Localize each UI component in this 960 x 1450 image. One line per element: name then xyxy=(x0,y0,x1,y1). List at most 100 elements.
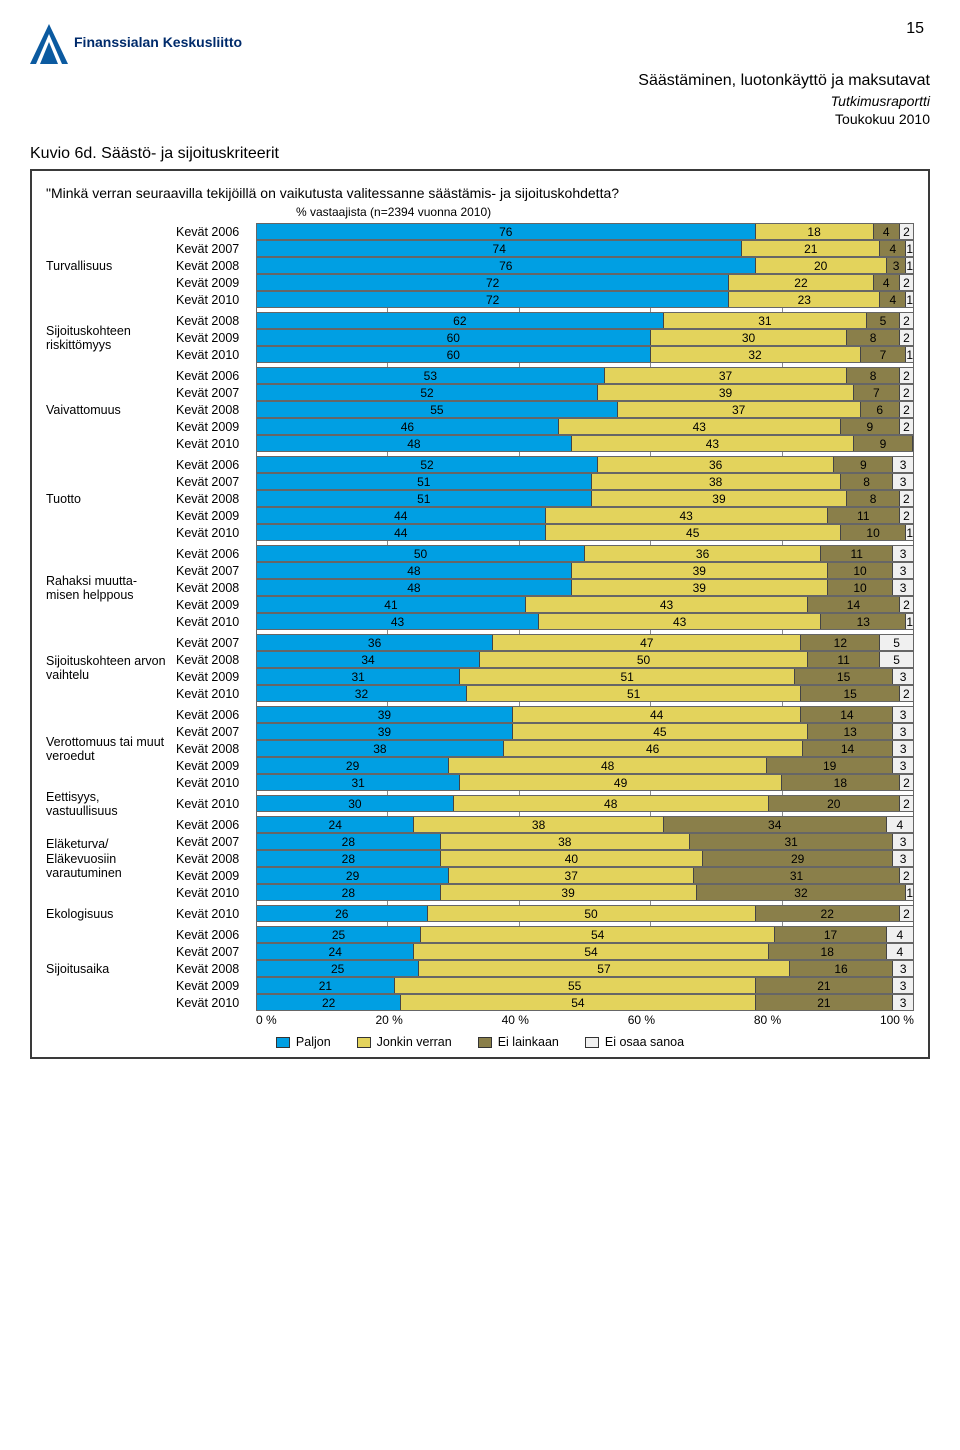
bar-row: 3450115 xyxy=(256,651,914,668)
bar-segment: 48 xyxy=(449,758,767,773)
bar-segment: 6 xyxy=(861,402,900,417)
bar-row: 2839321 xyxy=(256,884,914,901)
year-label: Kevät 2008 xyxy=(176,312,256,329)
bar-segment: 3 xyxy=(893,995,913,1010)
figure-heading: Kuvio 6d. Säästö- ja sijoituskriteerit xyxy=(30,145,930,163)
bar-segment: 45 xyxy=(546,525,841,540)
year-label: Kevät 2009 xyxy=(176,757,256,774)
bar-segment: 60 xyxy=(257,330,651,345)
bar-segment: 14 xyxy=(808,597,900,612)
bar-segment: 2 xyxy=(900,224,913,239)
bar-row: 3647125 xyxy=(256,634,914,651)
legend-item: Jonkin verran xyxy=(357,1035,452,1049)
bar-segment: 28 xyxy=(257,851,441,866)
bar-row: 3149182 xyxy=(256,774,914,791)
bar-segment: 43 xyxy=(559,419,841,434)
x-tick-label: 80 % xyxy=(754,1013,781,1027)
bar-segment: 39 xyxy=(598,385,854,400)
bar-segment: 7 xyxy=(861,347,907,362)
bar-row: 523693 xyxy=(256,456,914,473)
bar-segment: 18 xyxy=(782,775,900,790)
bar-segment: 3 xyxy=(893,741,912,756)
year-label: Kevät 2008 xyxy=(176,257,256,274)
year-label: Kevät 2010 xyxy=(176,291,256,308)
year-label: Kevät 2007 xyxy=(176,384,256,401)
legend-label: Jonkin verran xyxy=(377,1035,452,1049)
bar-segment: 17 xyxy=(775,927,887,942)
bar-segment: 3 xyxy=(887,258,907,273)
bar-segment: 74 xyxy=(257,241,742,256)
bar-segment: 2 xyxy=(900,906,913,921)
group-label: Turvallisuus xyxy=(46,223,176,308)
year-label: Kevät 2010 xyxy=(176,613,256,630)
year-label: Kevät 2010 xyxy=(176,795,256,812)
year-label: Kevät 2008 xyxy=(176,579,256,596)
bar-segment: 46 xyxy=(257,419,559,434)
bar-segment: 39 xyxy=(257,707,513,722)
bar-row: 761842 xyxy=(256,223,914,240)
bar-segment: 12 xyxy=(801,635,880,650)
bar-segment: 16 xyxy=(790,961,894,976)
bar-segment: 3 xyxy=(893,724,913,739)
year-label: Kevät 2009 xyxy=(176,329,256,346)
group-label: Sijoitusaika xyxy=(46,926,176,1011)
bar-segment: 3 xyxy=(893,563,913,578)
bar-row: 3945133 xyxy=(256,723,914,740)
legend-label: Ei lainkaan xyxy=(498,1035,559,1049)
bar-segment: 38 xyxy=(441,834,690,849)
bar-segment: 3 xyxy=(893,474,913,489)
bar-segment: 39 xyxy=(592,491,848,506)
bar-segment: 31 xyxy=(694,868,899,883)
year-label: Kevät 2007 xyxy=(176,723,256,740)
bar-row: 2155213 xyxy=(256,977,914,994)
bar-row: 623152 xyxy=(256,312,914,329)
bar-segment: 14 xyxy=(801,707,893,722)
bar-row: 722242 xyxy=(256,274,914,291)
bar-segment: 29 xyxy=(257,758,449,773)
bar-segment: 28 xyxy=(257,834,441,849)
bar-segment: 21 xyxy=(756,995,894,1010)
year-label-column: Kevät 2006Kevät 2007Kevät 2008Kevät 2009… xyxy=(176,223,256,1011)
bar-segment: 8 xyxy=(847,368,899,383)
bar-segment: 37 xyxy=(618,402,861,417)
bar-segment: 3 xyxy=(893,707,913,722)
bar-segment: 10 xyxy=(828,563,894,578)
bar-segment: 49 xyxy=(460,775,781,790)
bar-segment: 30 xyxy=(257,796,454,811)
bar-row: 2554174 xyxy=(256,926,914,943)
bar-segment: 4 xyxy=(887,944,913,959)
bar-segment: 8 xyxy=(841,474,893,489)
bar-segment: 50 xyxy=(257,546,585,561)
bar-segment: 4 xyxy=(887,927,913,942)
bar-segment: 21 xyxy=(756,978,894,993)
bar-segment: 5 xyxy=(880,652,913,667)
bar-segment: 4 xyxy=(874,275,900,290)
bar-segment: 8 xyxy=(847,330,899,345)
bar-segment: 51 xyxy=(467,686,802,701)
bar-segment: 72 xyxy=(257,292,729,307)
bar-segment: 2 xyxy=(900,868,913,883)
bar-segment: 3 xyxy=(893,758,913,773)
chart-frame: "Minkä verran seuraavilla tekijöillä on … xyxy=(30,169,930,1059)
bar-segment: 9 xyxy=(854,436,913,451)
bar-row: 4839103 xyxy=(256,579,914,596)
bar-segment: 1 xyxy=(906,258,913,273)
x-tick-label: 0 % xyxy=(256,1013,277,1027)
bar-row: 2454184 xyxy=(256,943,914,960)
year-label: Kevät 2007 xyxy=(176,240,256,257)
bar-row: 2254213 xyxy=(256,994,914,1011)
bar-segment: 57 xyxy=(419,961,789,976)
bar-segment: 4 xyxy=(880,241,906,256)
x-tick-label: 60 % xyxy=(628,1013,655,1027)
bar-segment: 43 xyxy=(526,597,808,612)
bar-row: 2838313 xyxy=(256,833,914,850)
bar-row: 513883 xyxy=(256,473,914,490)
bar-segment: 34 xyxy=(257,652,480,667)
bar-segment: 62 xyxy=(257,313,664,328)
year-label: Kevät 2009 xyxy=(176,867,256,884)
bar-segment: 53 xyxy=(257,368,605,383)
bar-segment: 51 xyxy=(257,474,592,489)
group-label: Eettisyys, vastuullisuus xyxy=(46,795,176,812)
bar-segment: 2 xyxy=(900,419,913,434)
bar-segment: 11 xyxy=(808,652,880,667)
